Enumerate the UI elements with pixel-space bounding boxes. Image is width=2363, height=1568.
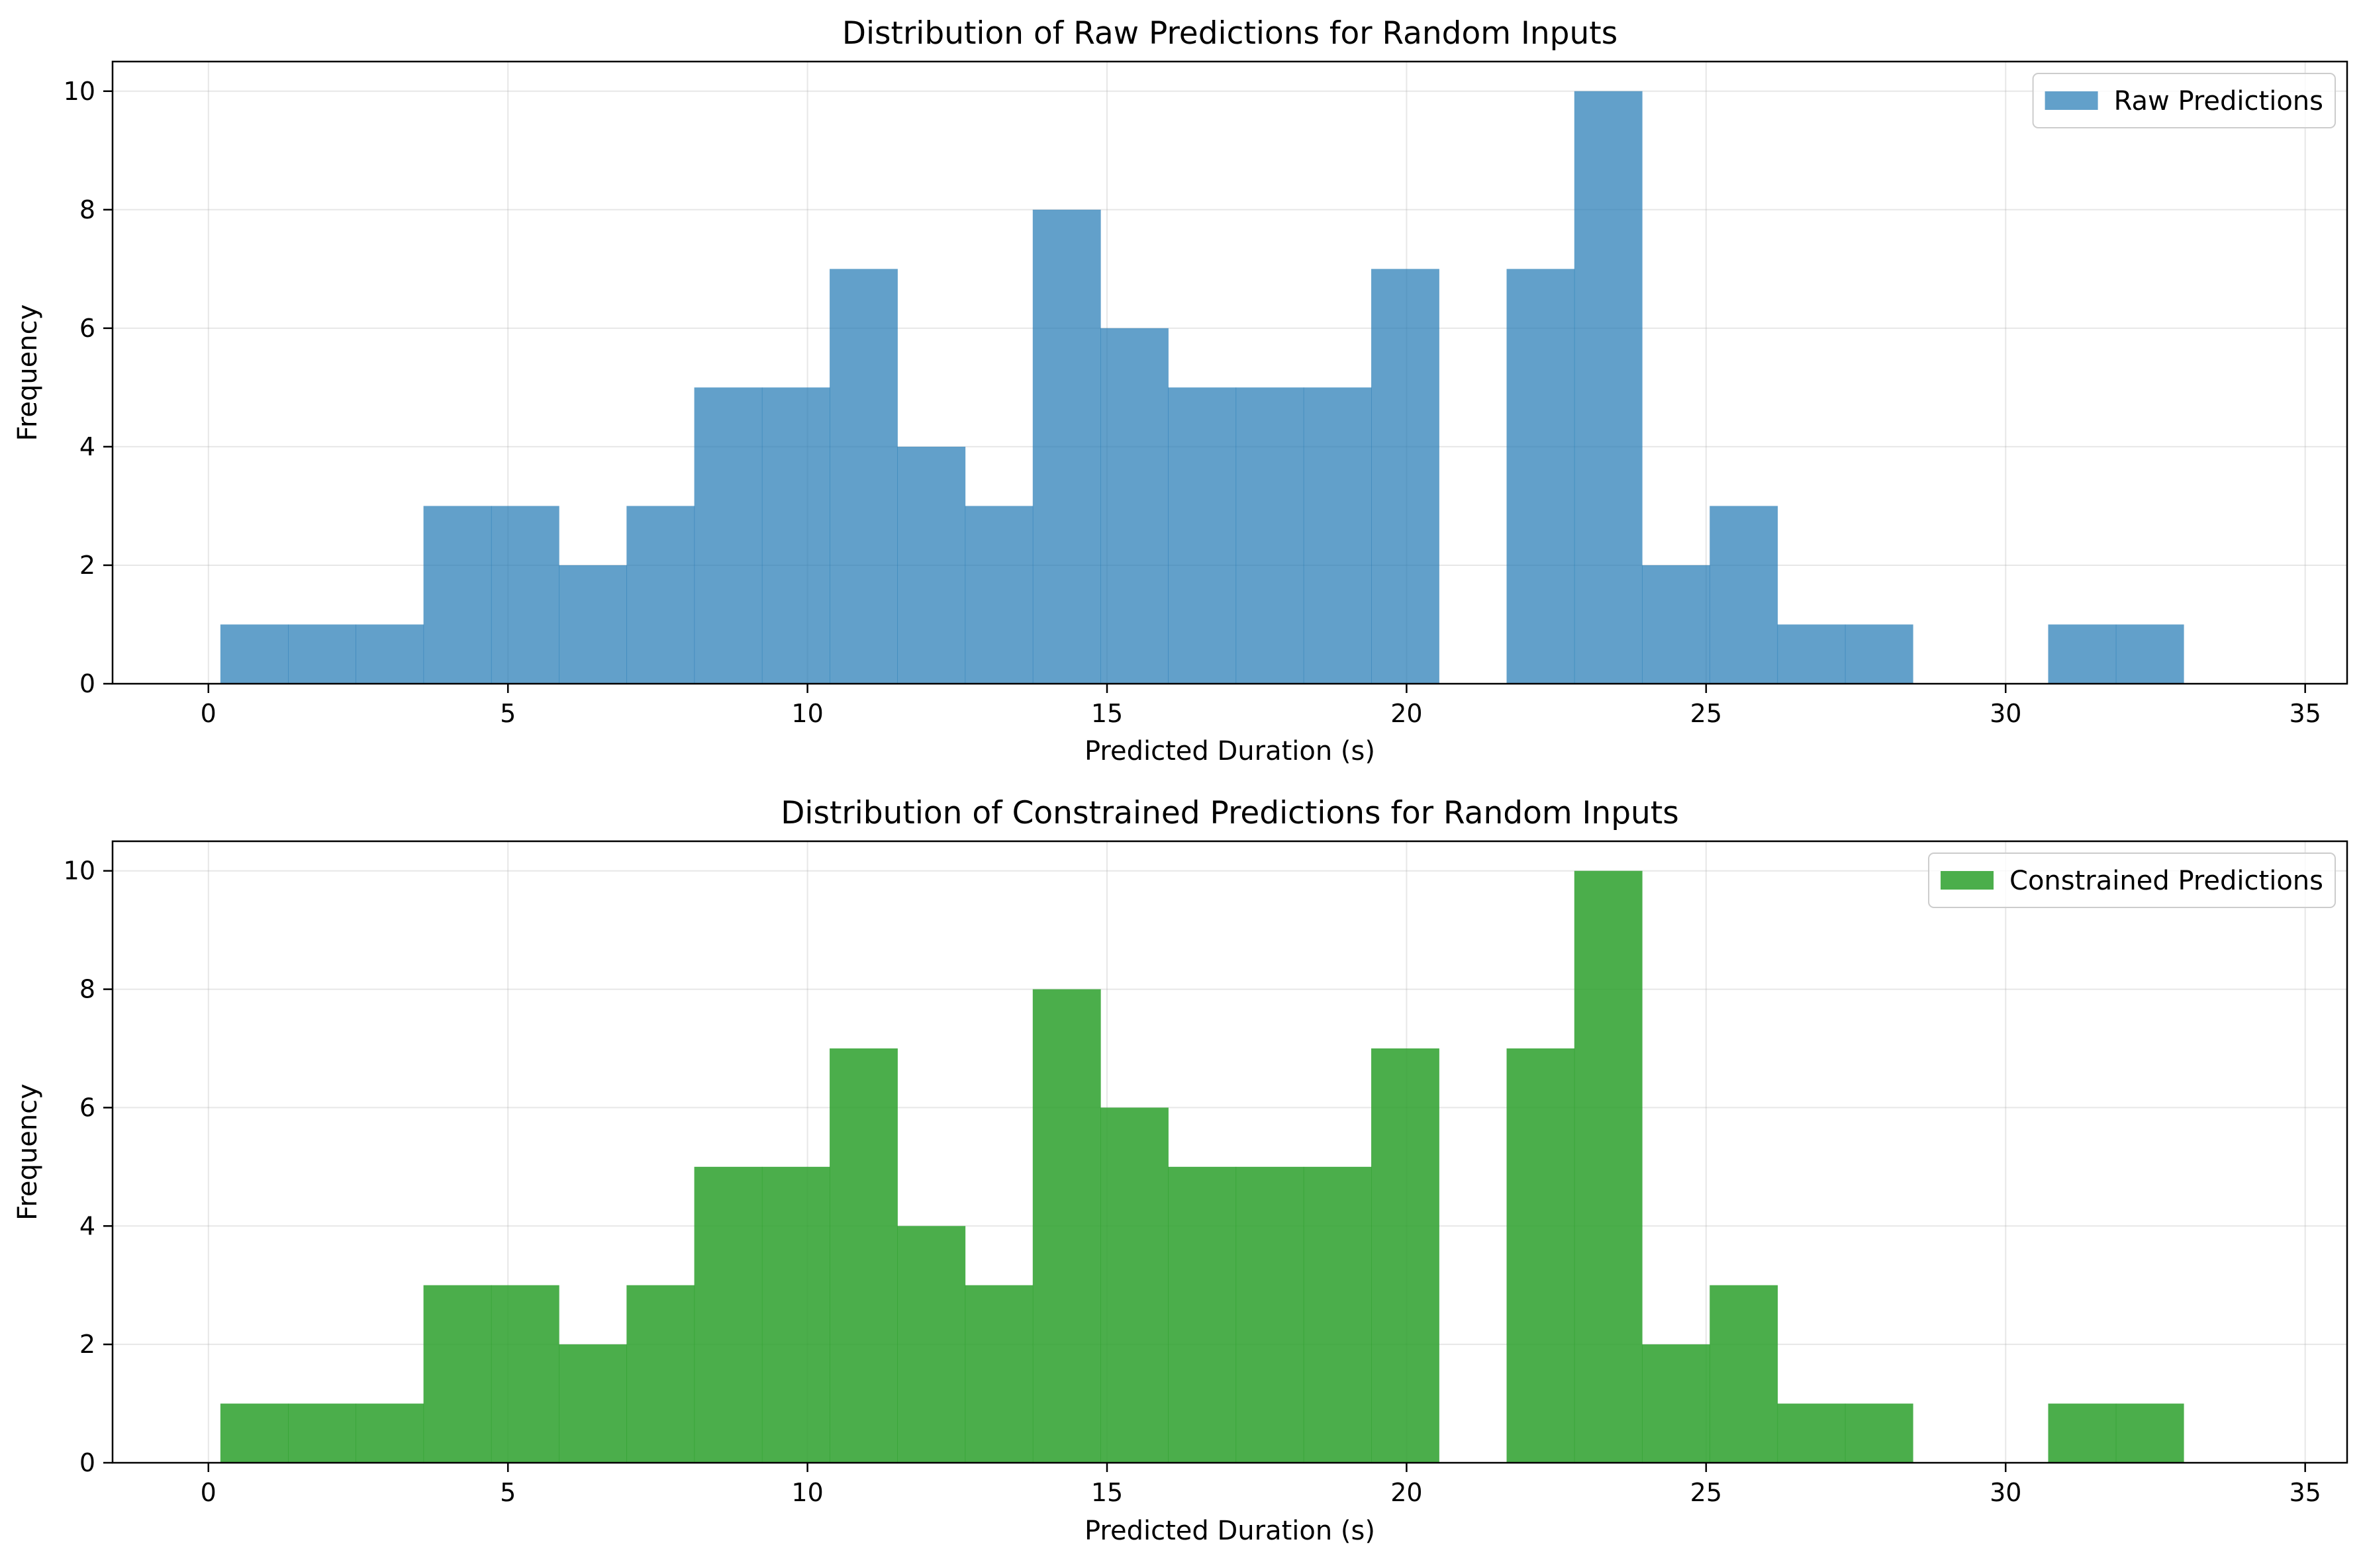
x-tick-label: 20: [1390, 699, 1422, 728]
histogram-bar: [2115, 1403, 2184, 1463]
x-tick-label: 10: [791, 1478, 823, 1507]
histogram-bar: [288, 624, 356, 684]
histogram-bar: [1100, 328, 1169, 684]
histogram-bar: [356, 624, 424, 684]
y-tick-label: 4: [79, 432, 95, 461]
x-tick-label: 5: [500, 699, 516, 728]
histogram-bar: [1235, 1166, 1304, 1463]
legend-box: [2032, 73, 2336, 128]
histogram-bar: [220, 1403, 289, 1463]
legend-swatch: [2045, 91, 2098, 110]
x-tick-label: 25: [1690, 1478, 1722, 1507]
y-tick-label: 2: [79, 551, 95, 580]
y-tick-label: 0: [79, 669, 95, 698]
histogram-bar: [761, 387, 830, 684]
histogram-bar: [2048, 624, 2117, 684]
chart-title: Distribution of Constrained Predictions …: [781, 795, 1679, 831]
y-tick-label: 4: [79, 1211, 95, 1240]
histogram-bar: [830, 269, 898, 684]
histogram-bar: [1574, 870, 1643, 1463]
y-tick-label: 8: [79, 975, 95, 1004]
histogram-bar: [1168, 1166, 1237, 1463]
histogram-bar: [1845, 624, 1913, 684]
x-axis-label: Predicted Duration (s): [1085, 1516, 1375, 1546]
histogram-bar: [1032, 209, 1101, 684]
histogram-bar: [694, 1166, 763, 1463]
legend-label: Constrained Predictions: [2009, 866, 2323, 896]
histogram-bar: [423, 1285, 492, 1463]
x-tick-label: 0: [201, 699, 217, 728]
histogram-bar: [626, 506, 695, 684]
y-tick-label: 6: [79, 1093, 95, 1122]
x-axis-label: Predicted Duration (s): [1085, 736, 1375, 766]
histogram-bar: [1303, 1166, 1372, 1463]
histogram-bar: [1710, 1285, 1778, 1463]
chart-title: Distribution of Raw Predictions for Rand…: [842, 15, 1617, 52]
chart-panel-1: 0 5 10 15 20 25 30 35 0 2 4 6 8 10 Distribution of Raw…: [13, 15, 2348, 766]
histogram-bar: [1100, 1107, 1169, 1463]
histogram-bar: [2048, 1403, 2117, 1463]
legend-box: [1928, 853, 2336, 908]
histogram-bar: [559, 1344, 627, 1463]
histogram-bar: [1642, 565, 1710, 684]
x-tick-label: 35: [2289, 699, 2321, 728]
histogram-bar: [1235, 387, 1304, 684]
axes-frame: [111, 840, 2348, 1464]
histogram-bar: [694, 387, 763, 684]
histogram-bar: [1777, 1403, 1846, 1463]
histogram-bar: [1777, 624, 1846, 684]
x-tick-label: 35: [2289, 1478, 2321, 1507]
legend: Raw Predictions: [2032, 73, 2336, 128]
histogram-bar: [1168, 387, 1237, 684]
axes-frame: [111, 60, 2348, 685]
histogram-bar: [1845, 1403, 1913, 1463]
histogram-bar: [1303, 387, 1372, 684]
histogram-bar: [2115, 624, 2184, 684]
histogram-bar: [356, 1403, 424, 1463]
histogram-bar: [897, 446, 966, 684]
x-tick-label: 15: [1091, 699, 1123, 728]
y-tick-label: 8: [79, 195, 95, 224]
y-tick-label: 2: [79, 1330, 95, 1359]
histogram-bar: [288, 1403, 356, 1463]
legend-swatch: [1941, 871, 1994, 890]
x-tick-label: 15: [1091, 1478, 1123, 1507]
histogram-bar: [1642, 1344, 1710, 1463]
histogram-bar: [1032, 989, 1101, 1463]
histogram-bar: [1506, 269, 1575, 684]
histogram-bar: [897, 1226, 966, 1463]
chart-panel-2: 0 5 10 15 20 25 30 35 0 2 4 6 8 10 Distribution of Con…: [13, 795, 2348, 1546]
x-tick-label: 10: [791, 699, 823, 728]
histogram-bar: [965, 1285, 1034, 1463]
x-tick-label: 30: [1990, 1478, 2021, 1507]
histogram-bar: [1710, 506, 1778, 684]
histogram-bar: [1506, 1048, 1575, 1463]
x-tick-label: 0: [201, 1478, 217, 1507]
y-axis-label: Frequency: [13, 1084, 43, 1221]
histogram-bar: [761, 1166, 830, 1463]
histogram-bar: [1371, 269, 1439, 684]
histogram-bar: [965, 506, 1034, 684]
y-tick-label: 10: [64, 856, 95, 886]
histogram-bar: [491, 506, 559, 684]
histogram-bar: [559, 565, 627, 684]
y-axis-label: Frequency: [13, 304, 43, 441]
histogram-bar: [423, 506, 492, 684]
histogram-bar: [491, 1285, 559, 1463]
y-tick-label: 6: [79, 314, 95, 343]
x-tick-label: 25: [1690, 699, 1722, 728]
x-tick-label: 5: [500, 1478, 516, 1507]
histogram-bar: [1371, 1048, 1439, 1463]
y-tick-label: 10: [64, 77, 95, 106]
histogram-bar: [626, 1285, 695, 1463]
histogram-bar: [220, 624, 289, 684]
histogram-bar: [1574, 91, 1643, 684]
y-tick-label: 0: [79, 1448, 95, 1477]
x-tick-label: 30: [1990, 699, 2021, 728]
x-tick-label: 20: [1390, 1478, 1422, 1507]
legend: Constrained Predictions: [1928, 853, 2336, 908]
legend-label: Raw Predictions: [2114, 86, 2323, 116]
histogram-bar: [830, 1048, 898, 1463]
